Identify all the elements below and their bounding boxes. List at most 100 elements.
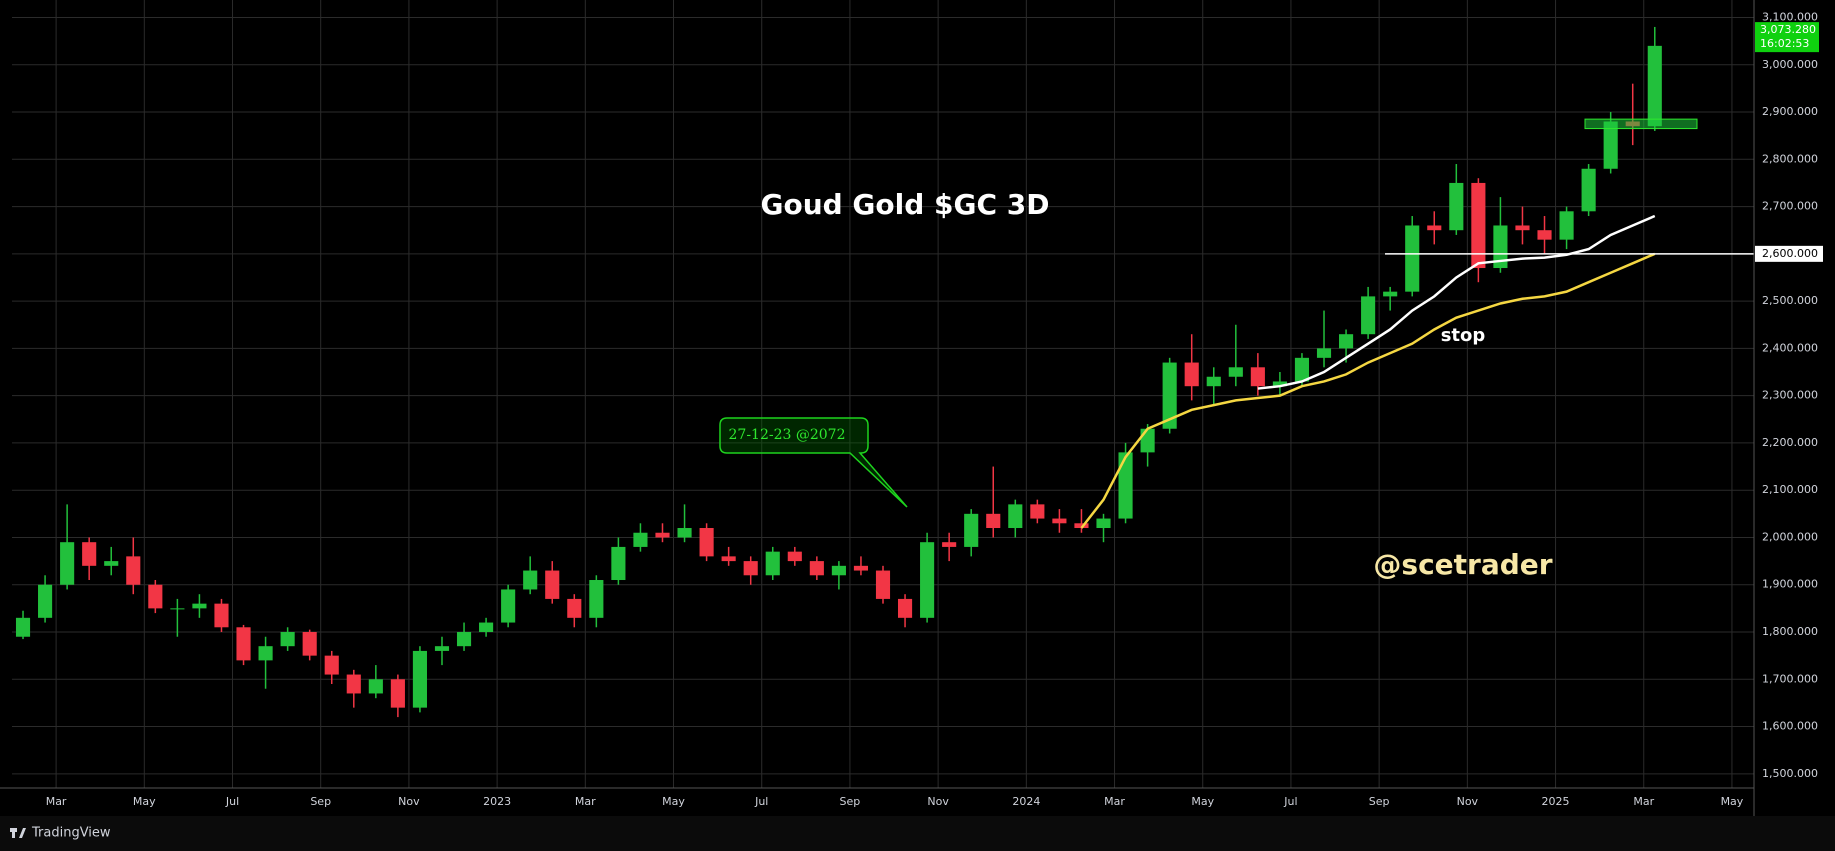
y-tick-label: 1,700.000 [1762, 672, 1818, 685]
callout: 27-12-23 @2072 [719, 417, 908, 508]
x-tick-label: Mar [575, 795, 596, 808]
candle-body [104, 561, 119, 566]
y-tick-label: 2,700.000 [1762, 200, 1818, 213]
candle-body [1228, 367, 1243, 377]
candle-body [1250, 367, 1265, 387]
candle-body [1272, 381, 1287, 387]
candle-body [1471, 182, 1486, 269]
candle-body [434, 646, 450, 651]
candle-body [699, 528, 714, 557]
candle-body [897, 598, 913, 618]
candle-body [1383, 291, 1398, 297]
y-tick-label: 1,800.000 [1762, 625, 1818, 638]
x-tick-label: Nov [1457, 795, 1479, 808]
y-tick-label: 2,200.000 [1762, 436, 1818, 449]
candle-body [721, 556, 736, 562]
candle-body [280, 632, 295, 647]
candle-body [1427, 225, 1442, 231]
candle-body [1074, 523, 1089, 529]
x-tick-label: Sep [1369, 795, 1390, 808]
x-tick-label: Mar [1104, 795, 1125, 808]
candle-body [1515, 225, 1530, 231]
candle-body [1096, 518, 1111, 529]
candle-body [1118, 452, 1133, 519]
candle-body [1647, 45, 1662, 127]
hline-price-label: 2,600.000 [1762, 247, 1818, 260]
callout-box [719, 417, 908, 508]
x-tick-label: 2023 [483, 795, 511, 808]
x-tick-label: Mar [1633, 795, 1654, 808]
x-tick-label: Sep [840, 795, 861, 808]
candle-body [567, 598, 582, 618]
candle-body [1603, 121, 1618, 169]
candle-body [1316, 348, 1332, 358]
callout-text: 27-12-23 @2072 [729, 427, 846, 443]
candle-body [368, 679, 383, 694]
candle-body [743, 561, 758, 576]
candle-body [38, 584, 53, 618]
candle-body [1162, 362, 1177, 429]
stop-label: stop [1441, 325, 1486, 346]
candle-body [479, 622, 494, 633]
moving-average [1080, 252, 1656, 529]
candle-body [1140, 428, 1155, 453]
x-tick-label: Mar [46, 795, 67, 808]
candle-body [148, 584, 163, 609]
candle-body [15, 617, 31, 637]
candle-body [501, 589, 516, 623]
candle-body [192, 603, 207, 609]
last-price-time: 16:02:53 [1760, 37, 1809, 50]
x-tick-label: May [662, 795, 685, 808]
last-price-label: 3,073.280 [1760, 23, 1816, 36]
candle-body [1339, 334, 1354, 349]
author-label: @scetrader [1373, 548, 1552, 581]
candle-body [1030, 504, 1045, 519]
candle-body [920, 542, 935, 618]
y-tick-label: 2,300.000 [1762, 389, 1818, 402]
y-tick-label: 1,500.000 [1762, 767, 1818, 780]
candle-body [126, 556, 141, 585]
candle-body [523, 570, 538, 590]
candle-body [324, 655, 339, 675]
marks [15, 26, 1754, 718]
candle-body [986, 513, 1001, 529]
axes: Mar May Jul Sep Nov 2023 Mar May Jul Sep Nov 2024 Ma… [46, 10, 1823, 808]
y-tick-label: 2,100.000 [1762, 483, 1818, 496]
logo-shape [12, 828, 15, 838]
candle-body [831, 565, 846, 576]
candle-body [964, 513, 979, 547]
footer-bar [0, 816, 1835, 851]
last-price-box [1755, 22, 1819, 53]
moving-average [1257, 214, 1656, 390]
candle-body [809, 561, 824, 576]
candle-body [1008, 504, 1023, 529]
candle-body [170, 608, 185, 610]
candle-body [1405, 225, 1420, 292]
candle-body [677, 528, 692, 538]
candle-body [82, 542, 97, 566]
y-tick-label: 2,500.000 [1762, 294, 1818, 307]
candle-body [1493, 225, 1508, 269]
support-zone [1584, 118, 1698, 130]
x-tick-label: 2025 [1542, 795, 1570, 808]
x-tick-label: Jul [754, 795, 768, 808]
logo-shape [19, 828, 26, 838]
candle-body [1206, 376, 1221, 387]
candle-body [302, 632, 317, 656]
candle-body [611, 546, 626, 581]
candle-body [589, 580, 604, 618]
candle-body [1184, 362, 1199, 387]
candle-body [875, 570, 891, 599]
x-tick-label: 2024 [1012, 795, 1040, 808]
candle-body [765, 551, 780, 576]
candle-body [456, 632, 472, 647]
candle-body [787, 551, 802, 562]
tradingview-logo[interactable]: TradingView [10, 826, 111, 841]
x-tick-label: Jul [225, 795, 239, 808]
candle-body [258, 646, 273, 661]
x-tick-label: Jul [1283, 795, 1297, 808]
y-tick-label: 3,100.000 [1762, 10, 1818, 23]
y-tick-label: 2,900.000 [1762, 105, 1818, 118]
